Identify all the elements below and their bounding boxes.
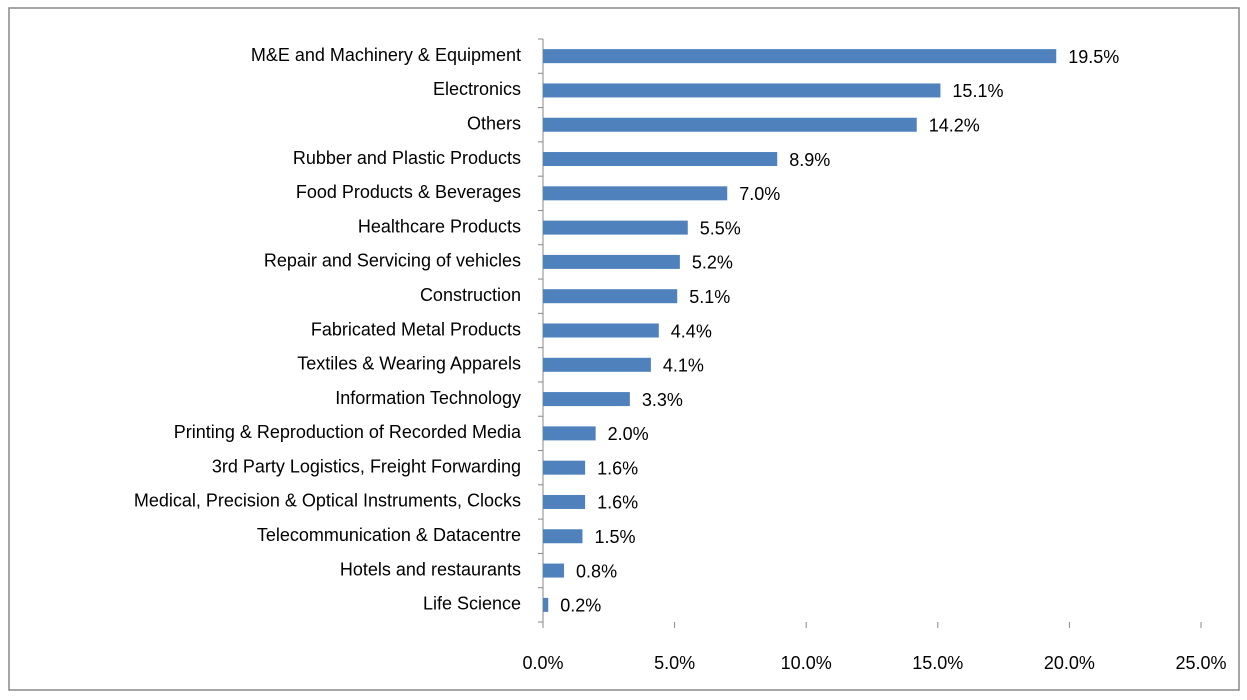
data-label: 1.6% xyxy=(597,493,638,513)
bar xyxy=(543,392,630,407)
y-tick-label: 3rd Party Logistics, Freight Forwarding xyxy=(212,456,521,476)
bar xyxy=(543,254,680,269)
y-tick-label: Printing & Reproduction of Recorded Medi… xyxy=(174,422,522,442)
y-tick-label: Medical, Precision & Optical Instruments… xyxy=(134,491,521,511)
data-label: 0.8% xyxy=(576,561,617,581)
data-label: 19.5% xyxy=(1068,47,1119,67)
data-label: 2.0% xyxy=(608,424,649,444)
y-tick-label: M&E and Machinery & Equipment xyxy=(251,45,521,65)
bar xyxy=(543,323,659,338)
y-tick-label: Hotels and restaurants xyxy=(340,559,521,579)
data-label: 15.1% xyxy=(952,81,1003,101)
bar xyxy=(543,563,565,578)
y-tick-label: Telecommunication & Datacentre xyxy=(257,525,521,545)
bar xyxy=(543,357,651,372)
bar xyxy=(543,186,728,201)
data-label: 5.2% xyxy=(692,253,733,273)
bar xyxy=(543,152,778,167)
data-label: 4.1% xyxy=(663,356,704,376)
data-label: 7.0% xyxy=(739,184,780,204)
y-tick-label: Others xyxy=(467,113,521,133)
y-tick-label: Food Products & Beverages xyxy=(296,182,521,202)
bar xyxy=(543,494,586,509)
data-label: 4.4% xyxy=(671,321,712,341)
y-tick-label: Rubber and Plastic Products xyxy=(293,148,521,168)
data-label: 5.1% xyxy=(689,287,730,307)
y-tick-label: Textiles & Wearing Apparels xyxy=(297,354,521,374)
x-tick-label: 15.0% xyxy=(912,653,963,673)
bar xyxy=(543,597,549,612)
x-tick-label: 0.0% xyxy=(522,653,563,673)
data-label: 14.2% xyxy=(929,115,980,135)
data-label: 0.2% xyxy=(560,596,601,616)
bar xyxy=(543,220,688,235)
x-tick-label: 10.0% xyxy=(781,653,832,673)
y-tick-label: Information Technology xyxy=(335,388,521,408)
data-label: 3.3% xyxy=(642,390,683,410)
data-label: 5.5% xyxy=(700,218,741,238)
bar xyxy=(543,117,917,132)
y-tick-label: Electronics xyxy=(433,79,521,99)
y-tick-label: Construction xyxy=(420,285,521,305)
x-tick-label: 25.0% xyxy=(1175,653,1226,673)
x-tick-label: 20.0% xyxy=(1044,653,1095,673)
data-label: 8.9% xyxy=(789,150,830,170)
bar xyxy=(543,49,1057,64)
bar xyxy=(543,529,583,544)
data-label: 1.5% xyxy=(594,527,635,547)
bar xyxy=(543,289,678,304)
y-tick-label: Healthcare Products xyxy=(358,216,521,236)
bar xyxy=(543,460,586,475)
y-tick-label: Life Science xyxy=(423,594,521,614)
bar xyxy=(543,83,941,98)
y-tick-label: Repair and Servicing of vehicles xyxy=(264,251,521,271)
x-tick-label: 5.0% xyxy=(654,653,695,673)
chart-frame xyxy=(8,7,1240,691)
bar xyxy=(543,426,596,441)
y-tick-label: Fabricated Metal Products xyxy=(311,319,521,339)
data-label: 1.6% xyxy=(597,458,638,478)
